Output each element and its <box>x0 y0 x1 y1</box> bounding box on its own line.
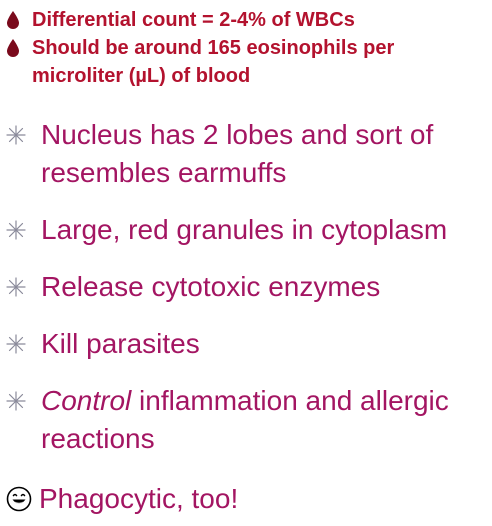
sparkle-star-icon <box>6 268 41 306</box>
main-bullet-text: Nucleus has 2 lobes and sort of resemble… <box>41 119 434 188</box>
top-bullet-list: Differential count = 2-4% of WBCs Should… <box>6 6 486 90</box>
main-bullet-text: Kill parasites <box>41 328 200 359</box>
main-bullet-item: Control inflammation and allergic reacti… <box>6 382 490 458</box>
top-bullet-text: Should be around 165 eosinophils per mic… <box>32 37 395 87</box>
main-bullet-item: Kill parasites <box>6 325 490 363</box>
top-bullet-item: Should be around 165 eosinophils per mic… <box>6 34 486 90</box>
main-bullet-list: Nucleus has 2 lobes and sort of resemble… <box>6 116 490 458</box>
blood-drop-icon <box>6 34 32 62</box>
blood-drop-icon <box>6 6 32 34</box>
main-bullet-item: Nucleus has 2 lobes and sort of resemble… <box>6 116 490 192</box>
main-bullet-text: Control inflammation and allergic reacti… <box>41 382 490 458</box>
sparkle-star-icon <box>6 325 41 363</box>
bullet-text-rest: inflammation and allergic reactions <box>41 385 449 454</box>
sparkle-star-icon <box>6 116 41 154</box>
closing-text: Phagocytic, too! <box>39 483 239 514</box>
top-bullet-item: Differential count = 2-4% of WBCs <box>6 6 486 34</box>
top-bullet-text: Differential count = 2-4% of WBCs <box>32 9 355 31</box>
italic-emphasis: Control <box>41 385 132 416</box>
main-bullet-text: Large, red granules in cytoplasm <box>41 214 448 245</box>
closing-line: Phagocytic, too! <box>6 480 238 518</box>
main-bullet-item: Release cytotoxic enzymes <box>6 268 490 306</box>
main-bullet-item: Large, red granules in cytoplasm <box>6 211 490 249</box>
sparkle-star-icon <box>6 382 41 420</box>
sparkle-star-icon <box>6 211 41 249</box>
smiley-face-icon <box>6 480 39 518</box>
main-bullet-text: Release cytotoxic enzymes <box>41 271 381 302</box>
